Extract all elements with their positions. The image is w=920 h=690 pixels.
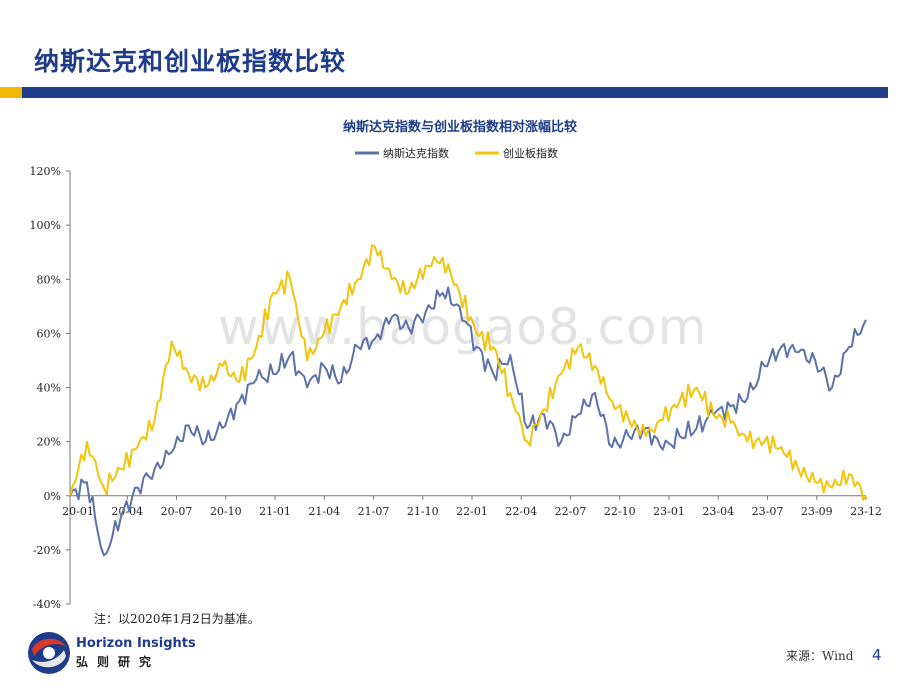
x-tick-label: 20-04 [111,505,143,518]
x-tick-label: 22-01 [456,505,488,518]
x-tick-label: 23-04 [702,505,734,518]
title-bar [0,87,888,98]
x-tick-label: 22-04 [505,505,537,518]
y-tick-label: 60% [37,327,61,340]
x-tick-label: 21-04 [308,505,340,518]
chart-title: 纳斯达克指数与创业板指数相对涨幅比较 [342,120,577,135]
y-tick-label: 120% [30,165,61,178]
brand-name-en: Horizon Insights [76,636,196,651]
x-tick-label: 21-10 [407,505,439,518]
x-tick-label: 20-07 [161,505,193,518]
page-number: 4 [872,646,882,664]
x-tick-label: 22-10 [604,505,636,518]
y-tick-label: 100% [30,219,61,232]
y-tick-label: -40% [33,598,61,611]
legend-label-nasdaq: 纳斯达克指数 [383,146,449,160]
x-tick-label: 23-12 [850,505,882,518]
y-tick-label: -20% [33,544,61,557]
y-tick-label: 80% [37,273,61,286]
x-tick-label: 21-01 [259,505,291,518]
legend-label-chinext: 创业板指数 [503,146,558,160]
y-tick-label: 0% [44,490,61,503]
x-tick-label: 23-01 [653,505,685,518]
title-bar-accent [0,87,22,98]
horizon-logo-icon [28,632,70,674]
x-tick-label: 23-07 [752,505,784,518]
footnote: 注：以2020年1月2日为基准。 [94,612,260,626]
x-tick-label: 23-09 [801,505,833,518]
brand-name-cn: 弘则研究 [76,655,161,669]
x-tick-label: 22-07 [555,505,587,518]
x-tick-label: 21-07 [358,505,390,518]
page-title: 纳斯达克和创业板指数比较 [34,47,347,76]
y-tick-label: 20% [37,436,61,449]
source-label: 来源：Wind [786,649,854,663]
series-line-nasdaq [69,286,867,557]
x-tick-label: 20-10 [210,505,242,518]
x-tick-label: 20-01 [62,505,94,518]
series-line-chinext [69,244,867,501]
y-tick-label: 40% [37,382,61,395]
